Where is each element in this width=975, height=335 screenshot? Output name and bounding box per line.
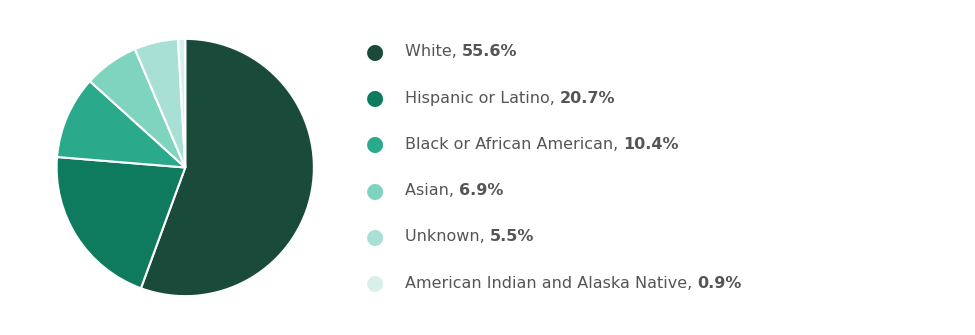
Text: White,: White, [405, 45, 461, 59]
Wedge shape [58, 81, 185, 168]
Wedge shape [57, 157, 185, 288]
Wedge shape [135, 39, 185, 168]
Text: 5.5%: 5.5% [489, 229, 534, 244]
Text: ●: ● [367, 227, 384, 247]
Text: Asian,: Asian, [405, 183, 459, 198]
Text: ●: ● [367, 88, 384, 108]
Text: 55.6%: 55.6% [461, 45, 517, 59]
Text: 20.7%: 20.7% [560, 91, 615, 106]
Text: ●: ● [367, 134, 384, 154]
Wedge shape [141, 39, 314, 296]
Wedge shape [178, 39, 185, 168]
Text: Hispanic or Latino,: Hispanic or Latino, [405, 91, 560, 106]
Text: 6.9%: 6.9% [459, 183, 503, 198]
Text: Unknown,: Unknown, [405, 229, 489, 244]
Text: American Indian and Alaska Native,: American Indian and Alaska Native, [405, 276, 697, 290]
Text: 10.4%: 10.4% [623, 137, 679, 152]
Text: Black or African American,: Black or African American, [405, 137, 623, 152]
Text: 0.9%: 0.9% [697, 276, 741, 290]
Text: ●: ● [367, 181, 384, 201]
Text: ●: ● [367, 273, 384, 293]
Text: ●: ● [367, 42, 384, 62]
Wedge shape [90, 49, 185, 168]
